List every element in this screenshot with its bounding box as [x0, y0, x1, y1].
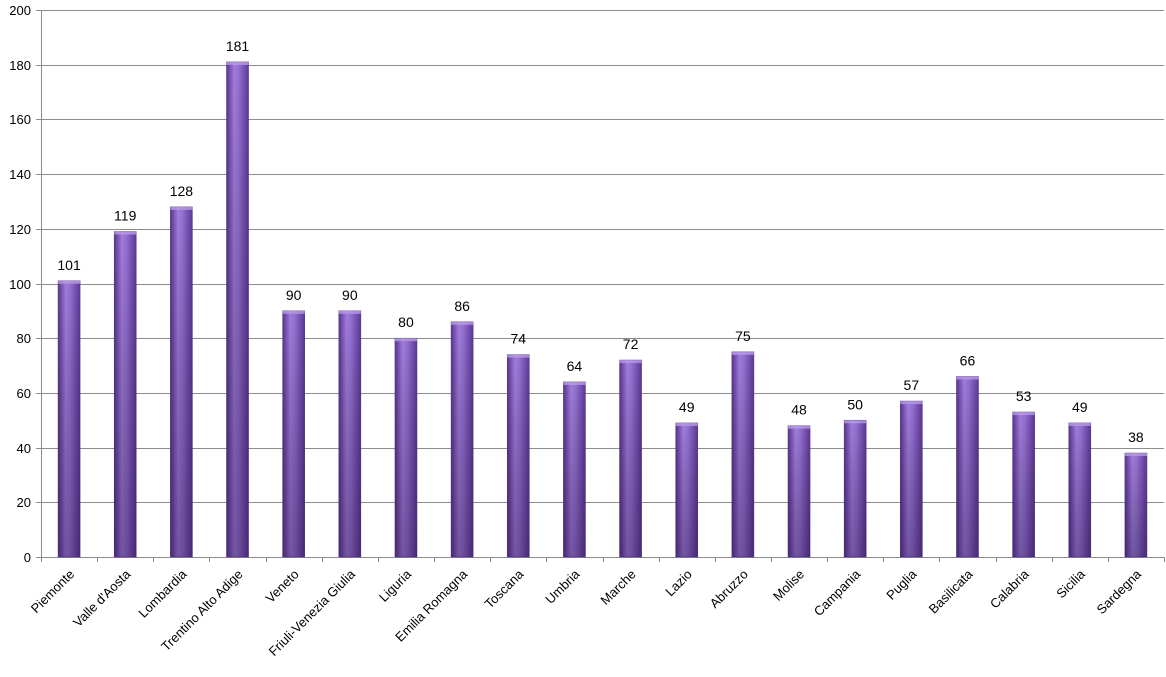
data-label: 50	[847, 396, 863, 412]
x-tick-label: Lombardia	[135, 566, 190, 621]
bar-shade	[58, 280, 81, 557]
x-tick-label: Umbria	[542, 566, 583, 607]
bar-top	[226, 61, 249, 65]
x-tick-label: Lazio	[662, 567, 695, 600]
bar-top	[451, 321, 474, 325]
bar-shade	[394, 338, 417, 557]
bar-top	[788, 425, 811, 429]
y-tick-label: 60	[17, 386, 31, 401]
bar-top	[900, 401, 923, 405]
bar-top	[394, 338, 417, 342]
x-tick-label: Liguria	[376, 566, 415, 605]
x-tick-label: Toscana	[482, 566, 527, 611]
bar-top	[1012, 412, 1035, 416]
bar-top	[619, 360, 642, 364]
bar-shade	[675, 422, 698, 557]
bar-shade	[1012, 412, 1035, 557]
x-tick-label: Campania	[811, 566, 864, 619]
data-label: 72	[623, 336, 639, 352]
bar-top	[563, 381, 586, 385]
bar-shade	[451, 321, 474, 557]
y-tick-label: 40	[17, 441, 31, 456]
data-labels: 101 119 128 181 90 90 80 86 74 64 72 49 75 48 50 57 66 53…	[57, 38, 1144, 445]
data-label: 53	[1016, 388, 1032, 404]
bar-shade	[1068, 422, 1091, 557]
y-tick-label: 200	[9, 3, 31, 18]
data-label: 48	[791, 402, 807, 418]
data-label: 90	[286, 287, 302, 303]
x-tick-label: Calabria	[987, 566, 1032, 611]
y-tick-label: 120	[9, 222, 31, 237]
bar-shade	[226, 61, 249, 558]
bar-shade	[170, 206, 193, 558]
x-tick-label: Sicilia	[1053, 566, 1088, 601]
x-tick-label: Piemonte	[28, 567, 77, 616]
axes: 0 20 40 60 80 100 120 140 160 180 200	[9, 3, 1165, 565]
y-tick-label: 160	[9, 112, 31, 127]
data-label: 119	[114, 208, 137, 224]
data-label: 86	[454, 298, 470, 314]
data-label: 80	[398, 314, 414, 330]
data-label: 66	[960, 352, 976, 368]
bars	[57, 61, 1148, 558]
bar-shade	[114, 231, 137, 557]
data-label: 90	[342, 287, 358, 303]
bar-shade	[900, 401, 923, 557]
data-label: 128	[170, 183, 194, 199]
data-label: 38	[1128, 429, 1144, 445]
bar-top	[844, 420, 867, 424]
bar-shade	[956, 376, 979, 557]
bar-shade	[563, 381, 586, 557]
bar-shade	[1124, 453, 1147, 557]
bar-shade	[338, 310, 361, 557]
bar-top	[114, 231, 137, 235]
bar-shade	[619, 360, 642, 557]
x-tick-label: Marche	[597, 567, 638, 608]
x-tick-label: Puglia	[883, 566, 920, 603]
y-tick-label: 80	[17, 331, 31, 346]
y-tick-label: 0	[24, 550, 31, 565]
data-label: 74	[510, 331, 526, 347]
x-tick-label: Molise	[770, 567, 807, 604]
y-tick-label: 100	[9, 277, 31, 292]
data-label: 57	[904, 377, 920, 393]
data-label: 101	[57, 257, 81, 273]
bar-top	[1124, 453, 1147, 457]
data-label: 64	[567, 358, 583, 374]
x-tick-label: Sardegna	[1094, 566, 1145, 617]
y-tick-label: 140	[9, 167, 31, 182]
bar-top	[731, 351, 754, 355]
bar-shade	[282, 310, 305, 557]
bar-top	[58, 280, 81, 284]
bar-shade	[788, 425, 811, 557]
bar-top	[170, 206, 193, 210]
data-label: 181	[226, 38, 250, 54]
y-tick-label: 20	[17, 495, 31, 510]
bar-shade	[507, 354, 530, 557]
gridlines	[41, 10, 1164, 558]
bar-top	[675, 422, 698, 426]
x-tick-label: Basilicata	[926, 566, 976, 616]
data-label: 75	[735, 328, 751, 344]
x-tick-label: Abruzzo	[707, 567, 751, 611]
bar-top	[282, 310, 305, 314]
bar-top	[1068, 422, 1091, 426]
x-tick-label: Valle d'Aosta	[70, 566, 134, 630]
data-label: 49	[679, 399, 695, 415]
bar-top	[338, 310, 361, 314]
x-tick-label: Veneto	[263, 567, 302, 606]
bar-top	[507, 354, 530, 358]
bar-shade	[844, 420, 867, 557]
bar-shade	[731, 351, 754, 557]
bar-top	[956, 376, 979, 380]
y-tick-label: 180	[9, 58, 31, 73]
data-label: 49	[1072, 399, 1088, 415]
